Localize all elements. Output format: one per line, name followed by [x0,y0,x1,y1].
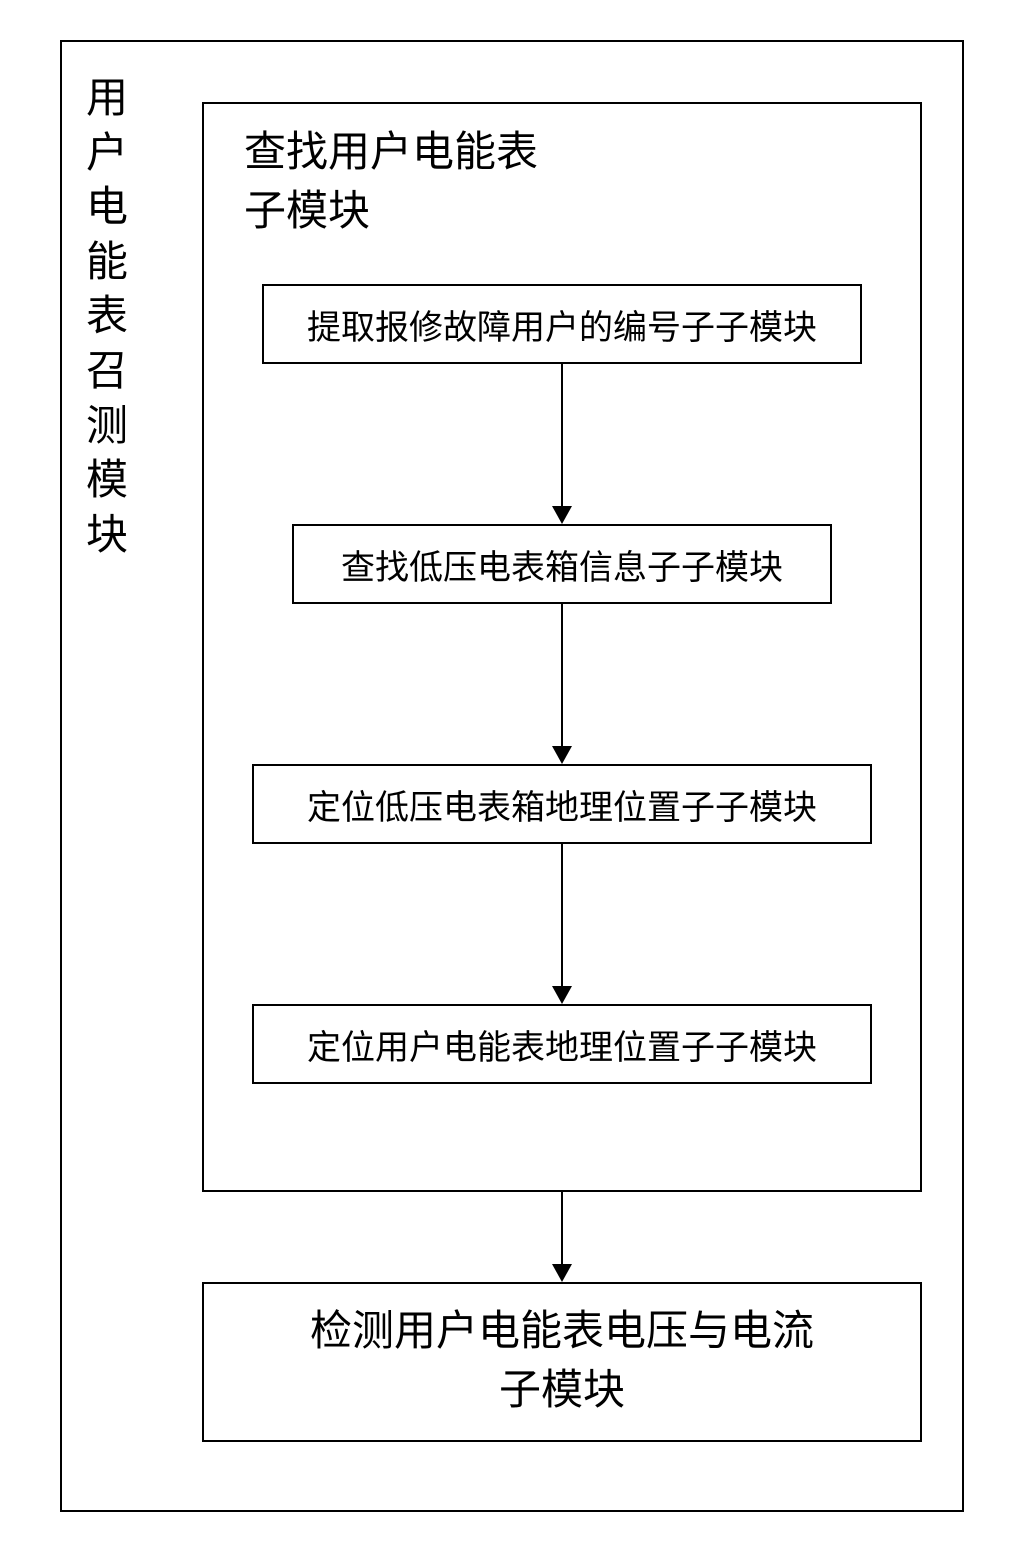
bottom-submodule-box: 检测用户电能表电压与电流子模块 [202,1282,922,1442]
inner-submodule-title: 查找用户电能表子模块 [244,124,538,242]
step-label: 定位低压电表箱地理位置子子模块 [307,780,817,829]
step-label: 提取报修故障用户的编号子子模块 [307,300,817,349]
arrow-icon [552,844,572,1004]
inner-submodule-container: 查找用户电能表子模块 提取报修故障用户的编号子子模块 查找低压电表箱信息子子模块… [202,102,922,1192]
arrow-icon [552,364,572,524]
step-label: 定位用户电能表地理位置子子模块 [307,1020,817,1069]
step-box-4: 定位用户电能表地理位置子子模块 [252,1004,872,1084]
step-box-3: 定位低压电表箱地理位置子子模块 [252,764,872,844]
vertical-module-title: 用户电能表召测模块 [82,72,132,563]
bottom-box-label: 检测用户电能表电压与电流子模块 [310,1303,814,1421]
step-box-1: 提取报修故障用户的编号子子模块 [262,284,862,364]
step-label: 查找低压电表箱信息子子模块 [341,540,783,589]
arrow-icon [552,604,572,764]
step-box-2: 查找低压电表箱信息子子模块 [292,524,832,604]
outer-module-container: 用户电能表召测模块 查找用户电能表子模块 提取报修故障用户的编号子子模块 查找低… [60,40,964,1512]
arrow-icon [552,1192,572,1282]
